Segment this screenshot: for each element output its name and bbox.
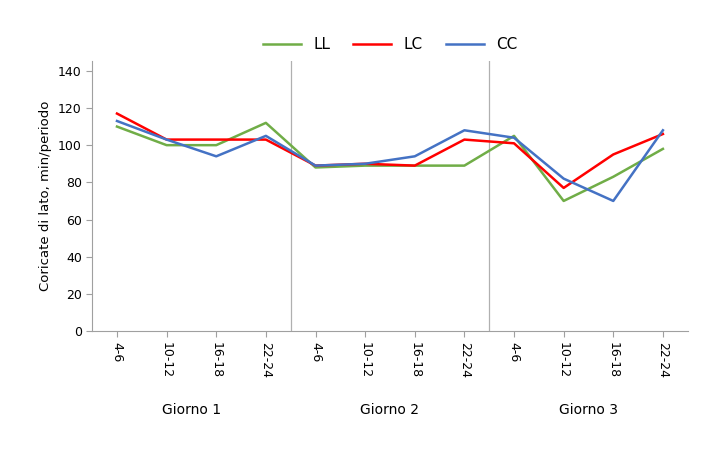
CC xyxy=(609,198,618,204)
LC xyxy=(659,131,667,137)
LL xyxy=(262,120,270,126)
Text: Giorno 2: Giorno 2 xyxy=(360,403,420,417)
LL xyxy=(113,124,121,130)
LL xyxy=(510,133,518,139)
CC xyxy=(162,137,171,142)
LC xyxy=(559,185,568,191)
LL xyxy=(212,142,220,148)
LL xyxy=(311,165,320,170)
LC xyxy=(609,152,618,158)
CC xyxy=(411,153,419,159)
LC xyxy=(361,161,369,166)
LL xyxy=(361,163,369,168)
CC xyxy=(510,135,518,140)
LC xyxy=(262,137,270,142)
Legend: LL, LC, CC: LL, LC, CC xyxy=(257,31,523,59)
Line: LL: LL xyxy=(117,123,663,201)
LL xyxy=(411,163,419,168)
CC xyxy=(311,163,320,168)
LC xyxy=(311,163,320,168)
CC xyxy=(212,153,220,159)
LL xyxy=(162,142,171,148)
LC xyxy=(113,111,121,116)
CC xyxy=(361,161,369,166)
CC xyxy=(113,118,121,124)
LC xyxy=(411,163,419,168)
CC xyxy=(460,127,469,133)
Text: Giorno 1: Giorno 1 xyxy=(162,403,221,417)
LL xyxy=(460,163,469,168)
Line: LC: LC xyxy=(117,114,663,188)
LL xyxy=(559,198,568,204)
LL xyxy=(659,146,667,152)
LC xyxy=(460,137,469,142)
Y-axis label: Coricate di lato, min/periodo: Coricate di lato, min/periodo xyxy=(39,101,52,291)
LC xyxy=(162,137,171,142)
LC xyxy=(510,140,518,146)
CC xyxy=(262,133,270,139)
LL xyxy=(609,174,618,180)
Text: Giorno 3: Giorno 3 xyxy=(559,403,618,417)
CC xyxy=(559,176,568,182)
CC xyxy=(659,127,667,133)
LC xyxy=(212,137,220,142)
Line: CC: CC xyxy=(117,121,663,201)
